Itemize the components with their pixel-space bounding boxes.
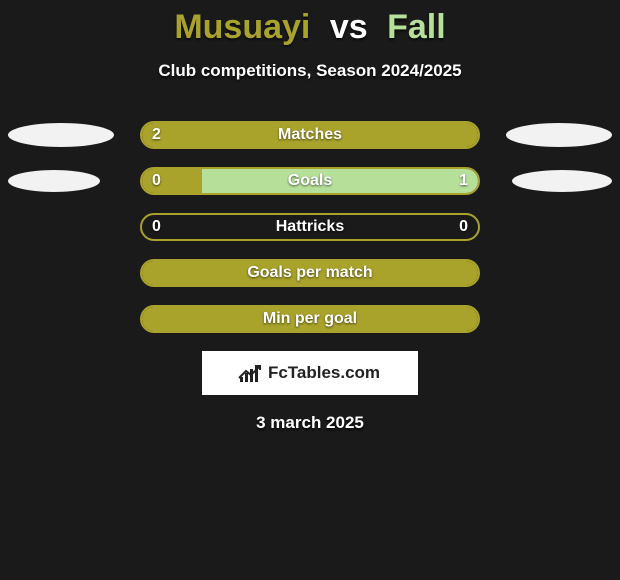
stats-container: 2Matches 01Goals 0 0Hattricks Goals per matc… <box>0 121 620 333</box>
title-player2: Fall <box>387 8 446 46</box>
title-vs: vs <box>330 8 368 46</box>
stat-row: Goals per match <box>0 259 620 287</box>
logo: FcTables.com <box>202 351 418 395</box>
bar-fill-left <box>142 123 478 147</box>
stat-row: 2Matches <box>0 121 620 149</box>
stat-value-left: 0 <box>152 215 161 239</box>
date: 3 march 2025 <box>0 413 620 433</box>
bar-fill-left <box>142 261 478 285</box>
stat-row: 0 0Hattricks <box>0 213 620 241</box>
bar-fill-right <box>202 169 478 193</box>
page-title: Musuayi vs Fall <box>0 0 620 47</box>
stat-bar: 01Goals <box>140 167 480 195</box>
stat-label: Hattricks <box>142 215 478 239</box>
stat-row: Min per goal <box>0 305 620 333</box>
stat-bar: Goals per match <box>140 259 480 287</box>
bar-fill-left <box>142 307 478 331</box>
subtitle: Club competitions, Season 2024/2025 <box>0 61 620 81</box>
logo-chart-icon <box>240 364 262 382</box>
stat-bar: Min per goal <box>140 305 480 333</box>
ellipse-right <box>512 170 612 192</box>
stat-row: 01Goals <box>0 167 620 195</box>
stat-bar: 0 0Hattricks <box>140 213 480 241</box>
stat-value-right: 0 <box>459 215 468 239</box>
logo-text: FcTables.com <box>268 363 380 383</box>
bar-fill-left <box>142 169 202 193</box>
stat-bar: 2Matches <box>140 121 480 149</box>
title-player1: Musuayi <box>174 8 310 46</box>
ellipse-left <box>8 170 100 192</box>
ellipse-right <box>506 123 612 147</box>
ellipse-left <box>8 123 114 147</box>
